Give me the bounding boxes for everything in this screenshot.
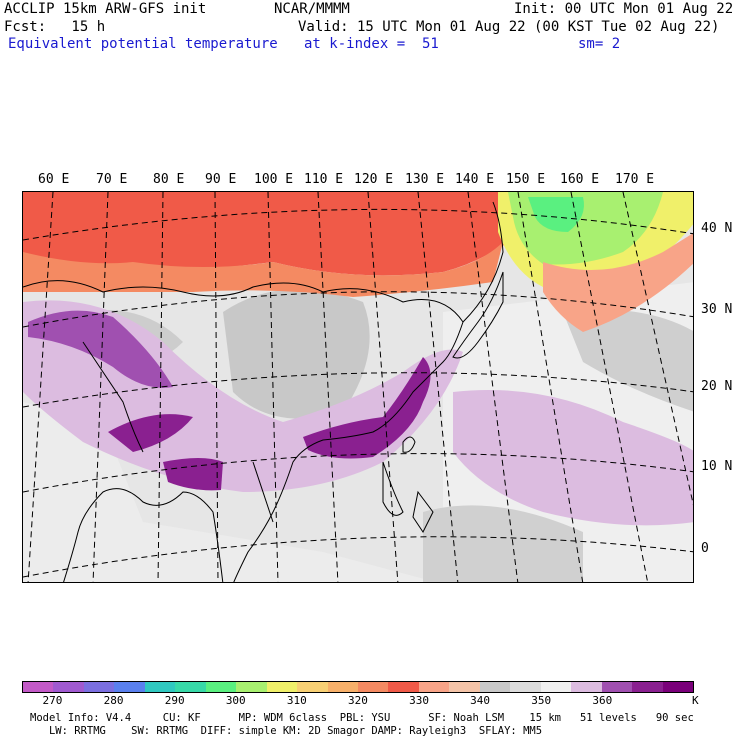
color-bar-segment xyxy=(479,682,511,692)
color-bar-segment xyxy=(510,682,541,692)
valid-time: Valid: 15 UTC Mon 01 Aug 22 (00 KST Tue … xyxy=(298,19,720,35)
lon-label: 140 E xyxy=(455,172,495,187)
coastlines xyxy=(23,201,504,582)
grey-patch xyxy=(223,289,370,419)
model-title: ACCLIP 15km ARW-GFS init xyxy=(4,1,207,17)
warm-fringe xyxy=(23,242,503,297)
forecast-hour: Fcst: 15 h xyxy=(4,19,106,35)
color-bar-segment xyxy=(388,682,419,692)
model-info-line1: Model Info: V4.4 CU: KF MP: WDM 6class P… xyxy=(30,712,694,724)
color-bar-segment xyxy=(571,682,602,692)
high-moisture-core xyxy=(303,357,431,459)
smoothing-label: sm= 2 xyxy=(578,36,621,52)
color-bar-unit: K xyxy=(692,694,699,707)
lon-label: 100 E xyxy=(254,172,294,187)
lon-label: 130 E xyxy=(405,172,445,187)
color-bar-segment xyxy=(601,682,633,692)
field-name: Equivalent potential temperature xyxy=(8,36,278,52)
lon-label: 160 E xyxy=(560,172,600,187)
level-label: at k-index = 51 xyxy=(304,36,439,52)
grey-patch xyxy=(423,505,583,582)
model-info-line2: LW: RRTMG SW: RRTMG DIFF: simple KM: 2D … xyxy=(30,725,543,737)
color-bar-segment xyxy=(114,682,145,692)
grey-patch xyxy=(563,309,693,412)
color-bar-tick-label: 310 xyxy=(286,694,307,707)
color-bar-segment xyxy=(662,682,693,692)
color-bar-tick-label: 270 xyxy=(42,694,63,707)
color-bar-segment xyxy=(205,682,237,692)
lon-label: 120 E xyxy=(354,172,394,187)
lat-label: 40 N xyxy=(701,221,733,236)
lon-label: 70 E xyxy=(96,172,128,187)
lon-label: 170 E xyxy=(615,172,655,187)
lon-label: 90 E xyxy=(205,172,237,187)
color-bar-segment xyxy=(357,682,389,692)
color-bar-tick-label: 360 xyxy=(592,694,613,707)
equivalent-potential-temperature-map xyxy=(23,192,693,582)
lat-label: 0 xyxy=(701,541,709,556)
color-bar-segment xyxy=(53,682,84,692)
lat-label: 30 N xyxy=(701,302,733,317)
lat-label: 10 N xyxy=(701,459,733,474)
color-bar-tick-label: 340 xyxy=(470,694,491,707)
lon-label: 80 E xyxy=(153,172,185,187)
color-bar-segment xyxy=(327,682,358,692)
warm-fringe xyxy=(543,233,693,332)
color-bar-tick-label: 300 xyxy=(225,694,246,707)
high-moisture-core xyxy=(28,310,173,388)
color-bar-segment xyxy=(236,682,267,692)
moist-region xyxy=(453,390,693,526)
lon-label: 110 E xyxy=(304,172,344,187)
color-bar-tick-label: 330 xyxy=(409,694,429,707)
map-panel xyxy=(22,191,694,583)
lat-label: 20 N xyxy=(701,379,733,394)
color-bar-segment xyxy=(23,682,54,692)
color-bar-segment xyxy=(144,682,176,692)
color-bar-tick-label: 280 xyxy=(103,694,124,707)
institution-label: NCAR/MMMM xyxy=(274,1,350,17)
color-bar-segment xyxy=(83,682,115,692)
lon-label: 150 E xyxy=(506,172,546,187)
indian-ocean-field xyxy=(23,402,436,582)
color-bar-segment xyxy=(540,682,572,692)
color-bar-segment xyxy=(297,682,328,692)
color-bar-tick-label: 290 xyxy=(164,694,185,707)
color-bar-segment xyxy=(418,682,450,692)
color-bar-tick-label: 320 xyxy=(348,694,368,707)
color-bar-segment xyxy=(449,682,480,692)
color-bar-segment xyxy=(632,682,663,692)
high-moisture-core xyxy=(163,458,223,491)
high-theta-e-core xyxy=(528,197,584,232)
lon-label: 60 E xyxy=(38,172,70,187)
color-bar xyxy=(22,681,694,693)
graticule xyxy=(23,192,693,582)
color-bar-segment xyxy=(266,682,298,692)
init-time: Init: 00 UTC Mon 01 Aug 22 xyxy=(514,1,734,17)
color-bar-tick-label: 350 xyxy=(531,694,552,707)
color-bar-segment xyxy=(175,682,206,692)
high-moisture-core xyxy=(108,414,193,452)
